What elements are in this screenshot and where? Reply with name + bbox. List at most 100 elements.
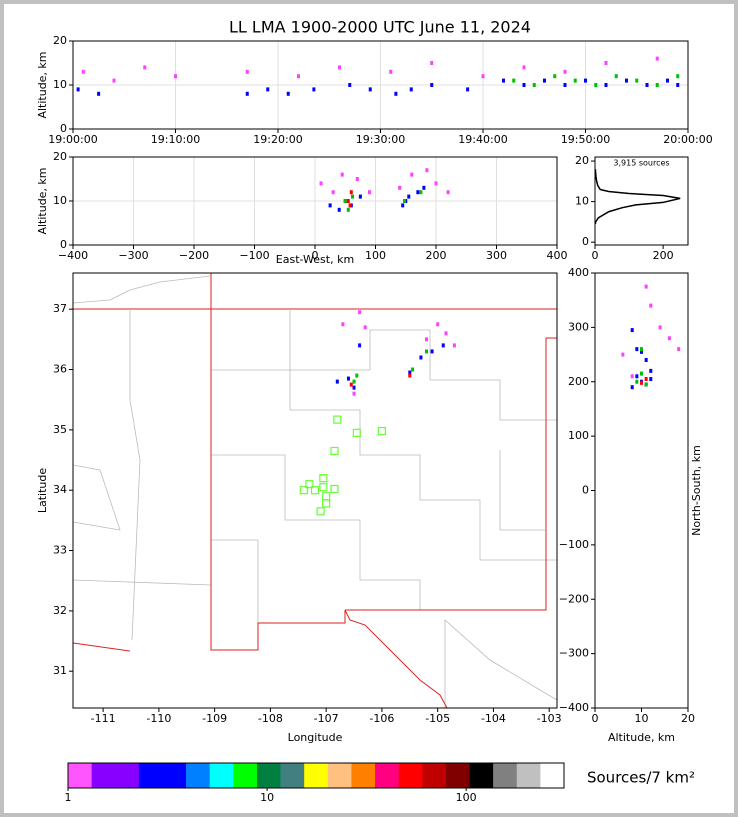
source — [97, 91, 101, 96]
source — [502, 78, 505, 83]
y-tick-label: 20 — [575, 154, 589, 167]
station — [330, 484, 339, 494]
colorbar-swatch — [351, 763, 376, 788]
colorbar-swatch — [375, 763, 399, 788]
source — [584, 78, 587, 83]
source — [676, 83, 680, 87]
x-tick-label: −400 — [58, 249, 88, 262]
source — [355, 373, 359, 378]
axes-frame — [594, 156, 689, 246]
border — [289, 310, 557, 421]
source — [640, 349, 643, 354]
source — [658, 325, 662, 330]
source — [644, 382, 648, 387]
colorbar-swatch — [445, 763, 470, 788]
source — [331, 190, 335, 195]
source — [430, 349, 434, 354]
source — [363, 325, 367, 330]
source — [349, 190, 353, 195]
y-tick-label: 20 — [53, 150, 67, 163]
y-tick-label: 33 — [53, 544, 67, 557]
y-tick-label: 200 — [568, 375, 589, 388]
source — [112, 78, 116, 83]
source — [640, 380, 643, 385]
source — [358, 194, 362, 199]
source — [522, 65, 526, 70]
source — [441, 343, 445, 348]
source — [614, 74, 618, 79]
x-tick-label: −100 — [239, 249, 269, 262]
source — [319, 181, 323, 186]
source — [245, 91, 249, 96]
source — [348, 83, 352, 87]
y-tick-label: 37 — [53, 302, 67, 315]
source — [604, 83, 608, 87]
source — [341, 322, 345, 327]
border — [72, 642, 131, 652]
y-tick-label: 300 — [568, 320, 589, 333]
colorbar-swatch — [91, 763, 116, 788]
source — [452, 343, 456, 348]
source — [436, 322, 440, 327]
source — [644, 377, 648, 382]
y-axis-label: Latitude — [36, 468, 49, 514]
y-tick-label: 34 — [53, 483, 67, 496]
source — [368, 87, 372, 92]
source — [408, 373, 412, 378]
x-tick-label: 20:00:00 — [663, 133, 712, 146]
source — [676, 74, 680, 79]
source — [398, 185, 402, 190]
source — [635, 78, 639, 83]
x-tick-label: 0 — [592, 249, 599, 262]
canvas — [4, 4, 734, 813]
station — [319, 483, 328, 492]
x-tick-label: 20 — [681, 712, 695, 725]
y-tick-label: 32 — [53, 604, 67, 617]
source — [419, 190, 423, 195]
colorbar-swatch — [304, 763, 329, 788]
source — [389, 69, 393, 74]
y-tick-label: −400 — [559, 701, 589, 714]
source — [604, 61, 608, 65]
y-tick-label: −100 — [559, 538, 589, 551]
colorbar-swatch — [186, 763, 211, 788]
source — [348, 203, 352, 208]
source — [644, 358, 648, 362]
colorbar-swatch — [233, 763, 258, 788]
axes-frame — [594, 272, 689, 709]
axes-frame — [72, 40, 689, 130]
source — [635, 347, 639, 352]
source — [419, 355, 423, 360]
border — [72, 464, 121, 531]
y-axis-label: Altitude, km — [36, 167, 49, 234]
y-tick-label: 100 — [568, 429, 589, 442]
source — [640, 371, 643, 376]
x-tick-label: 19:50:00 — [561, 133, 610, 146]
colorbar-swatch — [516, 763, 541, 788]
source — [337, 207, 341, 212]
source — [635, 374, 639, 379]
source — [312, 87, 316, 92]
y-tick-label: 31 — [53, 664, 67, 677]
source — [245, 69, 249, 74]
source — [630, 385, 634, 390]
colorbar-swatch — [280, 763, 305, 788]
map-borders — [72, 275, 558, 708]
source — [425, 168, 429, 173]
source — [410, 172, 414, 177]
source — [358, 310, 362, 315]
source — [466, 87, 470, 92]
source — [286, 91, 290, 96]
border — [444, 619, 558, 708]
source — [522, 83, 526, 87]
source — [553, 74, 557, 79]
source — [430, 83, 434, 87]
source — [297, 74, 300, 79]
colorbar-tick-label: 10 — [260, 791, 274, 804]
source — [645, 83, 649, 87]
colorbar-swatch — [68, 763, 92, 788]
colorbar-swatch — [209, 763, 234, 788]
axes-frame — [72, 272, 558, 709]
source — [346, 207, 350, 212]
